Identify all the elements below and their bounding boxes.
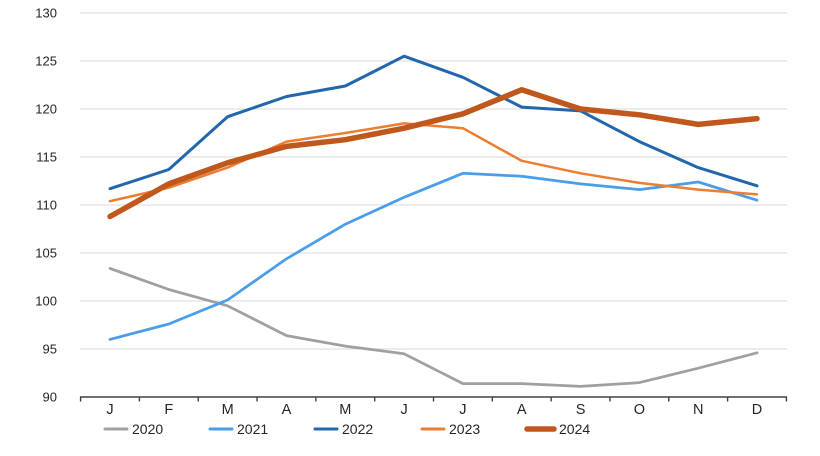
legend-label-2022: 2022 xyxy=(342,421,373,437)
y-tick-label-90: 90 xyxy=(43,390,57,405)
y-tick-label-115: 115 xyxy=(36,150,57,165)
legend-label-2021: 2021 xyxy=(237,421,268,437)
x-tick-label-J-6: J xyxy=(459,402,466,418)
series-line-2023 xyxy=(108,122,759,203)
x-tick-label-S-8: S xyxy=(576,402,586,418)
y-tick-label-105: 105 xyxy=(35,246,57,261)
legend-label-2023: 2023 xyxy=(449,421,480,437)
series-line-2021 xyxy=(108,171,759,341)
x-tick-label-O-9: O xyxy=(634,402,645,418)
legend-label-2020: 2020 xyxy=(132,421,163,437)
series-line-2020 xyxy=(108,267,759,388)
x-tick-label-N-10: N xyxy=(693,402,703,418)
y-tick-label-95: 95 xyxy=(43,342,57,357)
series-line-2024 xyxy=(107,87,760,220)
y-tick-label-120: 120 xyxy=(35,102,57,117)
x-tick-label-A-3: A xyxy=(282,402,292,418)
y-tick-label-125: 125 xyxy=(35,54,57,69)
y-tick-label-110: 110 xyxy=(36,198,57,213)
x-tick-label-F-1: F xyxy=(164,402,173,418)
y-tick-label-130: 130 xyxy=(35,6,57,21)
y-tick-label-100: 100 xyxy=(35,294,57,309)
series-line-2022 xyxy=(108,54,759,191)
x-tick-label-M-4: M xyxy=(339,402,351,418)
x-tick-label-J-5: J xyxy=(400,402,407,418)
x-tick-label-D-11: D xyxy=(752,402,762,418)
legend-label-2024: 2024 xyxy=(559,421,590,437)
x-tick-label-A-7: A xyxy=(517,402,527,418)
x-tick-label-M-2: M xyxy=(222,402,234,418)
x-tick-label-J-0: J xyxy=(106,402,113,418)
